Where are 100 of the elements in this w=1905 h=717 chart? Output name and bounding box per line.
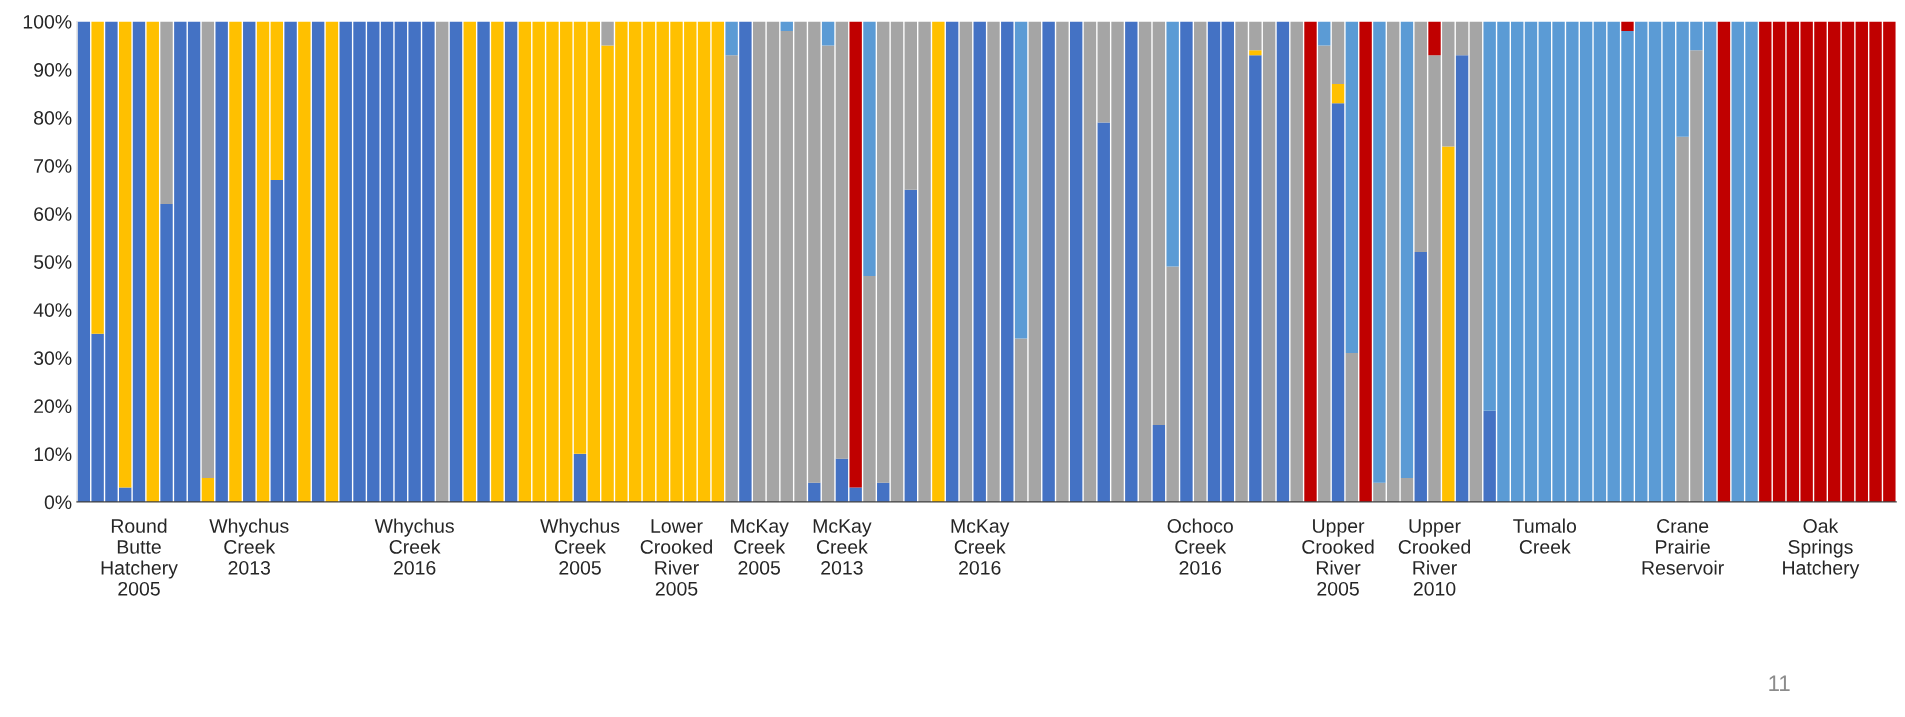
- bar: [1318, 45, 1331, 502]
- bar: [890, 21, 904, 502]
- bar: [449, 21, 463, 502]
- bar: [821, 21, 835, 46]
- bar: [573, 21, 587, 454]
- bar: [380, 21, 394, 502]
- x-tick-label: Oak Springs Hatchery: [1783, 518, 1860, 579]
- bar: [945, 21, 959, 502]
- bar: [932, 21, 945, 502]
- bar: [160, 21, 173, 205]
- x-tick-label: McKay Creek 2013: [813, 519, 872, 575]
- bar: [1249, 55, 1262, 502]
- bar: [766, 21, 780, 502]
- x-tick-label: Upper Crooked River 2010: [1398, 519, 1471, 596]
- bar: [739, 21, 752, 502]
- bar: [1373, 21, 1386, 483]
- y-tick-label: 30%: [33, 351, 72, 366]
- bar: [1276, 21, 1290, 502]
- bar: [201, 477, 215, 502]
- bar: [780, 21, 793, 32]
- bar: [256, 21, 270, 502]
- bar: [752, 21, 766, 502]
- y-tick-label: 10%: [34, 447, 72, 462]
- bar: [504, 21, 518, 502]
- x-tick-label: Whychus Creek 2005: [540, 518, 620, 575]
- bar: [697, 21, 711, 502]
- bar: [1249, 50, 1262, 56]
- bar: [1138, 21, 1152, 502]
- bar: [1400, 21, 1414, 478]
- x-tick-label: Crane Prairie Reservoir: [1642, 519, 1724, 575]
- bar: [311, 21, 325, 502]
- y-tick-label: 60%: [34, 207, 72, 221]
- bar: [1042, 21, 1055, 502]
- bar: [1194, 21, 1207, 502]
- bar: [1455, 55, 1469, 502]
- bar: [573, 453, 587, 502]
- bar: [119, 21, 132, 488]
- bar: [1469, 21, 1483, 502]
- x-tick-label: Round Butte Hatchery 2005: [101, 518, 178, 596]
- bar: [1359, 21, 1372, 502]
- y-tick-label: 70%: [34, 159, 72, 173]
- bar: [601, 21, 614, 46]
- bar: [132, 21, 146, 502]
- bar: [1056, 21, 1069, 502]
- bar: [1648, 21, 1662, 502]
- bar: [863, 21, 876, 277]
- y-tick-label: 50%: [33, 255, 72, 269]
- x-tick-label: Whychus Creek 2016: [374, 518, 454, 575]
- x-tick-label: McKay Creek 2016: [951, 519, 1010, 575]
- bar: [987, 21, 1000, 502]
- bar: [1331, 21, 1345, 84]
- y-tick-label: 40%: [33, 303, 72, 317]
- bar: [1621, 21, 1634, 32]
- bar: [1166, 21, 1179, 267]
- bar: [1428, 21, 1441, 56]
- bar: [1097, 122, 1110, 502]
- bar: [711, 21, 725, 502]
- bar: [849, 21, 862, 488]
- bar: [491, 21, 504, 502]
- bar: [325, 21, 339, 502]
- text: 11: [1769, 675, 1790, 691]
- y-tick-label: 0%: [44, 495, 72, 510]
- bar: [959, 21, 973, 502]
- bar: [243, 21, 256, 502]
- bar: [973, 21, 986, 502]
- bar: [215, 21, 228, 502]
- bar: [1014, 338, 1028, 502]
- bar: [835, 21, 849, 459]
- bar: [1028, 21, 1042, 502]
- bar: [1152, 425, 1166, 502]
- y-tick-label: 90%: [34, 63, 72, 77]
- bar: [725, 21, 738, 56]
- x-tick-label: Lower Crooked River 2005: [640, 519, 712, 596]
- bar: [1014, 21, 1028, 339]
- bar: [146, 21, 159, 502]
- bar: [1180, 21, 1193, 502]
- bar: [877, 482, 890, 502]
- bar: [1442, 146, 1455, 502]
- bar: [1717, 21, 1731, 502]
- bar: [904, 189, 917, 502]
- bar: [1318, 21, 1331, 46]
- bar: [477, 21, 490, 502]
- y-tick-label: 20%: [34, 399, 72, 414]
- bar: [1125, 21, 1138, 502]
- bar: [1841, 21, 1855, 502]
- y-tick-label: 100%: [23, 14, 72, 29]
- bar: [1083, 21, 1097, 502]
- bar: [229, 21, 242, 502]
- bar: [1345, 21, 1359, 353]
- y-tick-label: 80%: [34, 111, 72, 125]
- bar: [1207, 21, 1221, 502]
- bar: [1414, 252, 1427, 502]
- x-tick-label: Tumalo Creek: [1513, 518, 1577, 554]
- bar: [1069, 21, 1083, 502]
- bar: [1221, 21, 1234, 502]
- bar: [725, 55, 738, 502]
- bar: [270, 21, 284, 181]
- x-tick-label: Whychus Creek 2013: [209, 518, 289, 575]
- bar: [298, 21, 311, 502]
- bar: [201, 21, 215, 478]
